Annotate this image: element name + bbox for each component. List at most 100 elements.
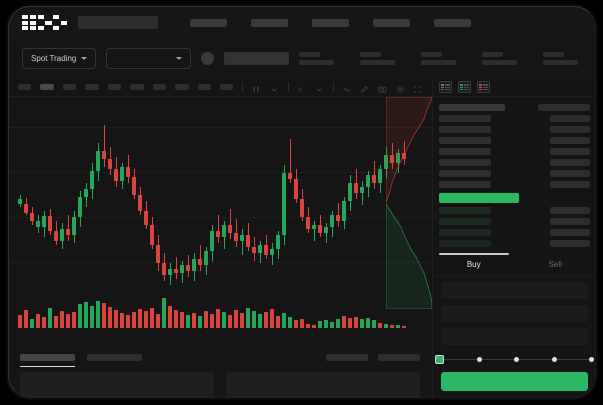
search-input[interactable] bbox=[78, 16, 158, 29]
orderbook-buy-icon[interactable] bbox=[458, 80, 471, 93]
orderbook-ask-row[interactable] bbox=[439, 168, 590, 179]
timeframe-5[interactable] bbox=[130, 83, 144, 90]
orders-actions bbox=[326, 354, 420, 361]
amount-slider[interactable] bbox=[435, 354, 594, 364]
toolbar-divider bbox=[242, 81, 244, 92]
volume-bar bbox=[48, 308, 52, 328]
orderbook-amount bbox=[550, 115, 590, 122]
stat-1 bbox=[360, 51, 396, 65]
orderbook-bid-row[interactable] bbox=[439, 238, 590, 249]
stat-key bbox=[360, 51, 382, 57]
slider-handle[interactable] bbox=[435, 354, 444, 364]
chevron-down-icon[interactable] bbox=[315, 81, 324, 92]
line-type-icon[interactable] bbox=[342, 81, 352, 92]
slider-step-3[interactable] bbox=[551, 356, 557, 362]
depth-overlay bbox=[385, 97, 432, 310]
trading-mode-label: Spot Trading bbox=[31, 53, 77, 63]
volume-bar bbox=[330, 322, 334, 328]
indicator-icon[interactable]: fx bbox=[297, 81, 306, 94]
price-chart[interactable] bbox=[8, 97, 432, 346]
orderbook-sell-icon[interactable] bbox=[477, 80, 490, 93]
orders-tab-1[interactable] bbox=[87, 354, 142, 367]
timeframe-8[interactable] bbox=[197, 83, 211, 90]
orders-tab-0[interactable] bbox=[20, 354, 75, 367]
volume-bar bbox=[108, 307, 112, 328]
nav-item-1[interactable] bbox=[251, 18, 288, 27]
right-panel: Buy Sell bbox=[432, 77, 596, 398]
orderbook-ask-row[interactable] bbox=[439, 113, 590, 124]
tab-buy[interactable]: Buy bbox=[433, 253, 515, 275]
orders-box-1[interactable] bbox=[226, 372, 420, 398]
volume-bar bbox=[306, 324, 310, 328]
submit-buy-button[interactable] bbox=[441, 372, 588, 391]
trading-mode-dropdown[interactable]: Spot Trading bbox=[22, 47, 97, 69]
stat-3 bbox=[482, 51, 518, 65]
nav-item-3[interactable] bbox=[373, 18, 410, 27]
orderbook-price bbox=[439, 137, 491, 144]
candles-icon[interactable] bbox=[252, 81, 261, 92]
orderbook-ask-row[interactable] bbox=[439, 124, 590, 135]
camera-icon[interactable] bbox=[378, 81, 387, 93]
orders-box-0[interactable] bbox=[20, 372, 214, 398]
volume-bar bbox=[336, 319, 340, 328]
volume-bar bbox=[258, 314, 262, 328]
chart-toolbar: fx bbox=[8, 77, 432, 97]
orderbook-both-icon[interactable] bbox=[439, 80, 452, 93]
sub-header: Spot Trading bbox=[8, 39, 596, 77]
timeframe-2[interactable] bbox=[62, 83, 77, 90]
fullscreen-icon[interactable] bbox=[413, 81, 422, 93]
gear-icon[interactable] bbox=[396, 81, 405, 93]
pencil-icon[interactable] bbox=[360, 81, 369, 94]
orders-tab-label bbox=[20, 354, 75, 361]
orderbook-bid-row[interactable] bbox=[439, 216, 590, 227]
orderbook-column-header[interactable] bbox=[439, 102, 590, 113]
orderbook-price bbox=[439, 126, 491, 133]
icon-bars bbox=[479, 83, 482, 90]
nav-item-2[interactable] bbox=[312, 18, 349, 27]
pair-select[interactable] bbox=[106, 47, 192, 69]
timeframe-0[interactable] bbox=[18, 83, 32, 90]
slider-step-1[interactable] bbox=[476, 356, 482, 362]
orderbook-ask-row[interactable] bbox=[439, 157, 590, 168]
slider-step-4[interactable] bbox=[589, 356, 594, 362]
volume-bar bbox=[312, 325, 316, 328]
volume-bar bbox=[270, 309, 274, 328]
orderbook-price bbox=[439, 240, 491, 247]
volume-bar bbox=[126, 315, 130, 328]
tab-sell[interactable]: Sell bbox=[548, 260, 562, 269]
orders-action-0[interactable] bbox=[326, 354, 368, 361]
timeframe-6[interactable] bbox=[152, 83, 167, 90]
volume-bar bbox=[222, 312, 226, 328]
timeframe-9[interactable] bbox=[219, 83, 234, 90]
order-field-1[interactable] bbox=[441, 305, 588, 322]
orderbook-ask-row[interactable] bbox=[439, 135, 590, 146]
orders-action-1[interactable] bbox=[378, 354, 420, 361]
orderbook-bid-row[interactable] bbox=[439, 205, 590, 216]
order-field-0[interactable] bbox=[441, 282, 588, 299]
orderbook-amount bbox=[550, 159, 590, 166]
volume-bar bbox=[198, 316, 202, 328]
nav-item-4[interactable] bbox=[434, 18, 471, 27]
okx-logo[interactable] bbox=[22, 15, 68, 30]
volume-series bbox=[18, 292, 408, 328]
volume-bar bbox=[186, 315, 190, 328]
nav-item-0[interactable] bbox=[190, 18, 227, 27]
chevron-down-icon[interactable] bbox=[270, 81, 279, 92]
orders-tabs bbox=[20, 354, 420, 367]
gridline bbox=[8, 127, 432, 128]
pair-label bbox=[224, 51, 290, 65]
order-field-2[interactable] bbox=[441, 328, 588, 345]
volume-bar bbox=[192, 313, 196, 328]
timeframe-3[interactable] bbox=[85, 83, 99, 90]
slider-step-2[interactable] bbox=[514, 356, 519, 362]
orderbook-ask-row[interactable] bbox=[439, 146, 590, 157]
volume-bar bbox=[102, 303, 106, 328]
orderbook-ask-row[interactable] bbox=[439, 179, 590, 190]
app-screen: Spot Trading bbox=[8, 6, 596, 398]
volume-bar bbox=[36, 314, 40, 328]
stat-key bbox=[421, 51, 443, 57]
timeframe-7[interactable] bbox=[175, 83, 189, 90]
timeframe-1[interactable] bbox=[40, 83, 54, 90]
timeframe-4[interactable] bbox=[107, 83, 122, 90]
orderbook-bid-row[interactable] bbox=[439, 227, 590, 238]
